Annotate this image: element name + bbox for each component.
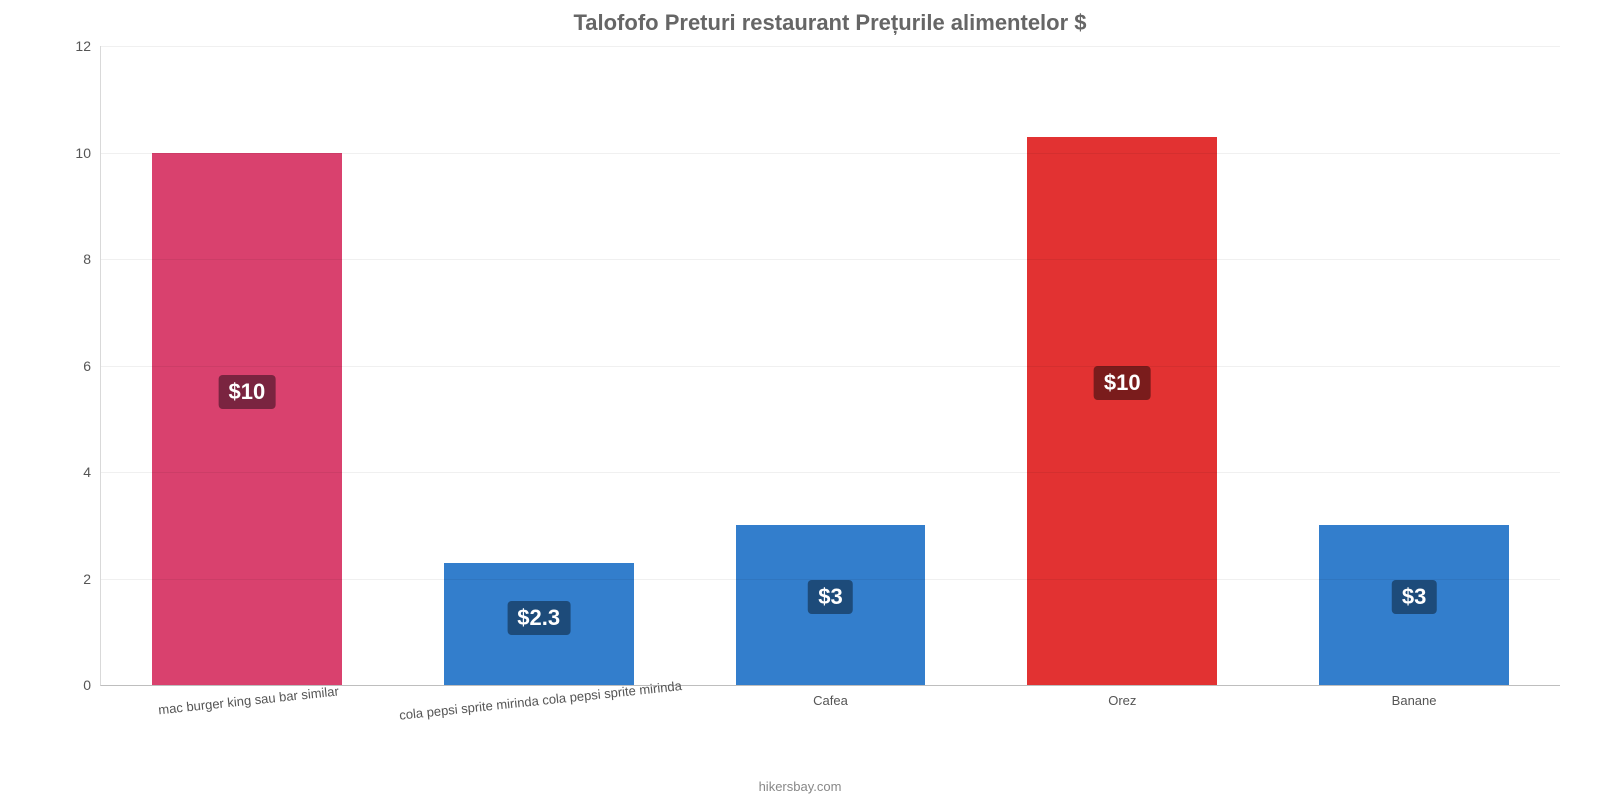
grid-line	[101, 153, 1560, 154]
x-axis-labels: mac burger king sau bar similarcola peps…	[101, 685, 1560, 708]
y-axis-tick: 6	[83, 358, 101, 374]
bar-value-label: $3	[808, 580, 852, 614]
plot-area: $10$2.3$3$10$3 mac burger king sau bar s…	[100, 46, 1560, 686]
bar-value-label: $10	[219, 375, 276, 409]
bar-value-label: $2.3	[507, 601, 570, 635]
chart-title: Talofofo Preturi restaurant Prețurile al…	[100, 10, 1560, 36]
grid-line	[101, 46, 1560, 47]
bar-value-label: $10	[1094, 366, 1151, 400]
chart-container: Talofofo Preturi restaurant Prețurile al…	[0, 0, 1600, 800]
y-axis-tick: 8	[83, 251, 101, 267]
x-axis-label: Cafea	[685, 685, 977, 708]
bar: $10	[1027, 137, 1217, 685]
y-axis-tick: 12	[75, 38, 101, 54]
x-axis-label: Banane	[1268, 685, 1560, 708]
grid-line	[101, 579, 1560, 580]
y-axis-tick: 0	[83, 677, 101, 693]
bar: $2.3	[444, 563, 634, 685]
y-axis-tick: 4	[83, 464, 101, 480]
y-axis-tick: 10	[75, 145, 101, 161]
grid-line	[101, 259, 1560, 260]
grid-line	[101, 366, 1560, 367]
chart-footer: hikersbay.com	[0, 779, 1600, 794]
bar-value-label: $3	[1392, 580, 1436, 614]
bar: $10	[152, 153, 342, 686]
bar: $3	[736, 525, 926, 685]
grid-line	[101, 472, 1560, 473]
bar: $3	[1319, 525, 1509, 685]
y-axis-tick: 2	[83, 571, 101, 587]
x-axis-label: Orez	[976, 685, 1268, 708]
